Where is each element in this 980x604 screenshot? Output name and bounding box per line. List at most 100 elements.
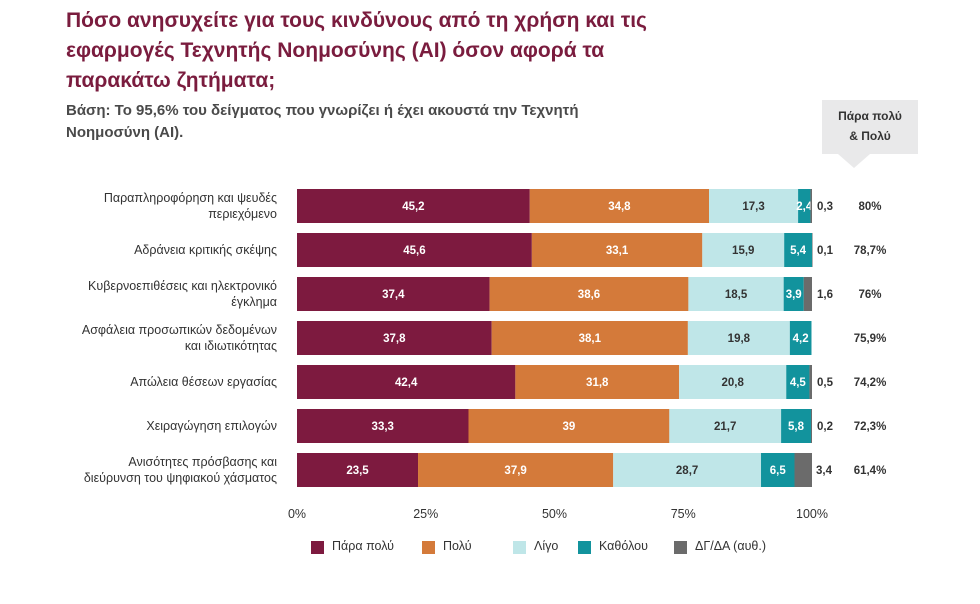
chart-title: Πόσο ανησυχείτε για τους κινδύνους από τ… (66, 9, 647, 92)
bar-segment (489, 277, 689, 311)
chart-subtitle: Βάση: Το 95,6% του δείγματος που γνωρίζε… (66, 102, 579, 141)
total-label: 74,2% (854, 377, 887, 389)
legend-label: ΔΓ/ΔΑ (αυθ.) (695, 539, 766, 553)
data-label: 33,1 (606, 245, 629, 257)
bar-segment (418, 453, 614, 487)
data-label: 0,3 (817, 201, 833, 213)
category-label: Χειραγώγηση επιλογών (146, 419, 277, 433)
category-label: Ασφάλεια προσωπικών δεδομένων και ιδιωτικ… (82, 323, 277, 353)
data-label: 0,5 (817, 377, 834, 389)
data-label: 15,9 (732, 245, 754, 257)
bar-segment (761, 453, 795, 487)
data-label: 23,5 (346, 465, 369, 477)
data-label: 5,4 (790, 245, 807, 257)
bar-segment (702, 233, 785, 267)
legend-swatch (311, 541, 324, 554)
data-label: 3,9 (786, 289, 802, 301)
data-label: 28,7 (676, 465, 698, 477)
data-label: 38,1 (579, 333, 602, 345)
data-label: 21,7 (714, 421, 736, 433)
data-label: 6,5 (770, 465, 787, 477)
bar-segment (789, 321, 812, 355)
bar-segment (781, 409, 811, 443)
data-label: 39 (563, 421, 576, 433)
bar-segment (687, 321, 790, 355)
data-label: 38,6 (578, 289, 600, 301)
bar-segment (529, 189, 709, 223)
bar-segment (297, 365, 516, 399)
bar-segment (784, 233, 812, 267)
data-label: 45,6 (403, 245, 425, 257)
category-label: Αδράνεια κριτικής σκέψης (134, 243, 277, 257)
data-label: 37,4 (382, 289, 405, 301)
legend-label: Λίγο (534, 539, 559, 553)
bar-segment (297, 453, 419, 487)
data-label: 33,3 (372, 421, 394, 433)
legend-label: Πολύ (443, 539, 472, 553)
data-label: 3,4 (816, 465, 833, 477)
data-label: 18,5 (725, 289, 748, 301)
data-label: 45,2 (402, 201, 424, 213)
bar-segment (810, 409, 812, 443)
legend-swatch (422, 541, 435, 554)
data-label: 19,8 (728, 333, 751, 345)
data-label: 1,6 (817, 289, 833, 301)
legend-label: Πάρα πολύ (332, 539, 395, 553)
bar-segment (803, 277, 812, 311)
data-label: 42,4 (395, 377, 418, 389)
data-label: 31,8 (586, 377, 609, 389)
x-tick-label: 75% (671, 507, 696, 521)
bar-segment (688, 277, 784, 311)
data-label: 2,4 (796, 201, 813, 213)
bar-segment (783, 277, 804, 311)
x-tick-label: 50% (542, 507, 567, 521)
data-label: 34,8 (608, 201, 631, 213)
bar-segment (809, 365, 812, 399)
totals-callout-line2: & Πολύ (849, 129, 891, 143)
bar-segment (531, 233, 703, 267)
data-label: 17,3 (742, 201, 764, 213)
legend-swatch (513, 541, 526, 554)
bar-segment (709, 189, 799, 223)
bar-segment (613, 453, 762, 487)
category-label: Ανισότητες πρόσβασης και διεύρυνση του ψη… (84, 455, 277, 485)
callout-pointer (838, 154, 870, 168)
bar-segment (812, 233, 813, 267)
total-label: 78,7% (854, 245, 887, 257)
data-label: 4,5 (790, 377, 807, 389)
bar-segment (297, 189, 530, 223)
data-label: 4,2 (793, 333, 809, 345)
bar-segment (679, 365, 787, 399)
bar-segment (491, 321, 688, 355)
totals-callout-line1: Πάρα πολύ (838, 109, 902, 123)
bar-segment (297, 409, 469, 443)
data-label: 37,9 (504, 465, 526, 477)
data-label: 0,1 (817, 245, 834, 257)
legend-swatch (578, 541, 591, 554)
bar-segment (297, 277, 490, 311)
total-label: 76% (858, 289, 881, 301)
x-tick-label: 25% (413, 507, 438, 521)
total-label: 61,4% (854, 465, 887, 477)
data-label: 0,2 (817, 421, 833, 433)
data-label: 37,8 (383, 333, 406, 345)
legend-swatch (674, 541, 687, 554)
bar-segment (794, 453, 812, 487)
category-label: Κυβερνοεπιθέσεις και ηλεκτρονικό έγκλημα (88, 279, 277, 309)
bar-segment (798, 189, 811, 223)
totals-callout: Πάρα πολύ & Πολύ (822, 100, 918, 154)
bar-segment (297, 233, 532, 267)
x-tick-label: 100% (796, 507, 828, 521)
total-label: 72,3% (854, 421, 887, 433)
bar-segment (515, 365, 680, 399)
bar-segment (669, 409, 782, 443)
bar-segment (810, 189, 812, 223)
data-label: 5,8 (788, 421, 805, 433)
bar-segment (786, 365, 810, 399)
category-label: Παραπληροφόρηση και ψευδές περιεχόμενο (104, 191, 277, 221)
bar-segment (468, 409, 670, 443)
total-label: 75,9% (854, 333, 887, 345)
x-tick-label: 0% (288, 507, 306, 521)
data-label: 20,8 (721, 377, 744, 389)
